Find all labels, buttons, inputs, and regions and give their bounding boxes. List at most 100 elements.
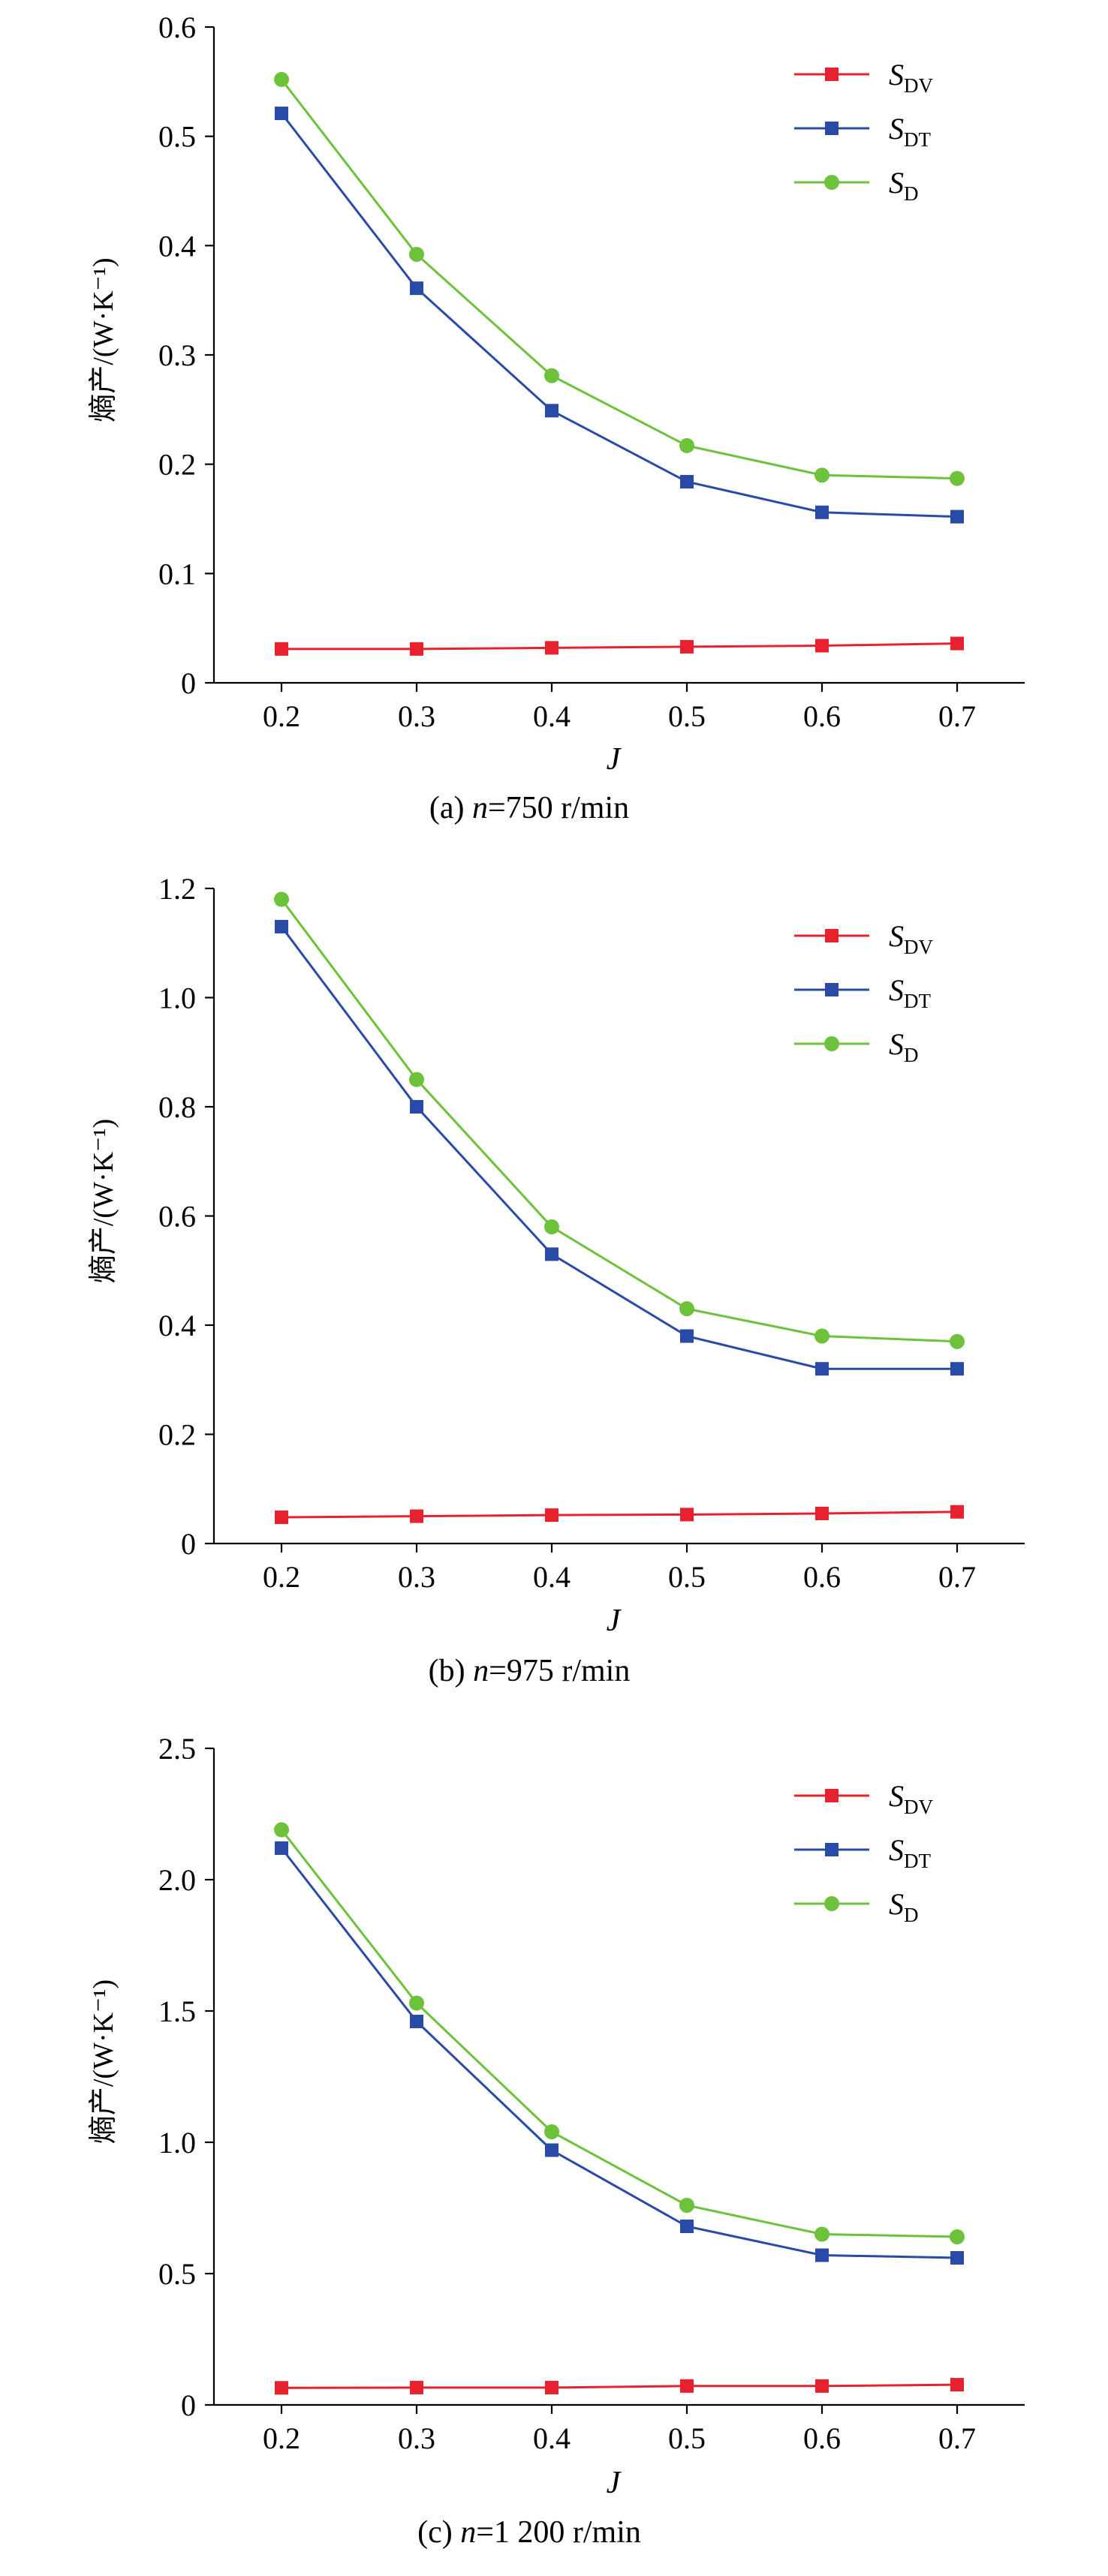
data-point [274, 1822, 289, 1838]
y-tick-label: 0.2 [158, 1418, 196, 1452]
data-point [680, 474, 694, 488]
legend-item-S_D: SD [794, 1887, 919, 1926]
data-point [275, 642, 288, 656]
x-tick-label: 0.2 [263, 1560, 300, 1594]
data-point [275, 1841, 288, 1855]
caption-value: =750 r/min [488, 791, 629, 825]
x-tick-label: 0.5 [668, 699, 706, 733]
legend-item-S_DV: SDV [794, 919, 933, 958]
x-axis-label: J [607, 2466, 622, 2500]
y-tick-label: 0.4 [158, 229, 196, 263]
data-point [680, 1507, 694, 1522]
legend-label: SD [889, 166, 919, 205]
series-line-S_DT [280, 1847, 958, 2259]
y-tick-label: 0 [181, 2388, 196, 2422]
caption-prefix: (c) [417, 2515, 460, 2550]
data-point [410, 642, 423, 656]
data-point [679, 437, 694, 453]
series-S_DT [275, 919, 964, 1376]
legend-label: SD [889, 1027, 919, 1066]
legend-item-S_DT: SDT [794, 973, 931, 1012]
y-tick-label: 1.0 [158, 2126, 196, 2160]
legend-label-sub: DV [904, 74, 933, 97]
data-point [410, 2015, 423, 2028]
x-tick-label: 0.4 [533, 2421, 571, 2455]
y-tick-label: 1.5 [158, 1994, 196, 2028]
data-point [545, 404, 559, 418]
legend-marker [825, 122, 839, 135]
legend-label: SD [889, 1887, 919, 1926]
data-point [410, 1100, 423, 1114]
caption-variable: n [473, 1654, 489, 1688]
series-line-S_D [280, 1829, 958, 2238]
x-tick-label: 0.6 [803, 1560, 841, 1594]
data-point [679, 2198, 694, 2213]
legend-label-main: S [889, 1779, 904, 1813]
data-point [815, 2379, 829, 2393]
data-point [274, 71, 289, 87]
legend-label-main: S [889, 166, 904, 200]
series-S_DV [275, 636, 964, 656]
data-point [545, 2380, 559, 2394]
x-tick-label: 0.4 [533, 1560, 571, 1594]
data-point [680, 639, 694, 654]
legend-label-main: S [889, 58, 904, 92]
x-tick-label: 0.7 [938, 2421, 976, 2455]
legend-label-sub: DT [904, 128, 931, 151]
series-S_D [274, 71, 965, 486]
y-tick-label: 0 [181, 666, 196, 700]
legend-label-main: S [889, 919, 904, 953]
legend-item-S_DT: SDT [794, 1833, 931, 1872]
series-S_D [274, 1822, 965, 2244]
legend-item-S_D: SD [794, 1027, 919, 1066]
legend-marker [824, 175, 839, 190]
data-point [545, 1247, 559, 1261]
y-tick-label: 2.5 [158, 1732, 196, 1766]
chart-panel-3: 0 0.5 1.0 1.5 2.0 2.5 0.2 0.3 0.4 0.5 0.6 0.7 J 熵产/(W… [88, 1732, 1025, 2550]
legend-item-S_D: SD [794, 166, 919, 205]
series-S_DV [275, 1504, 964, 1525]
caption-value: =975 r/min [489, 1654, 630, 1688]
data-point [680, 2220, 694, 2233]
x-axis-label: J [607, 1604, 622, 1638]
panel-caption: (b) n=975 r/min [429, 1654, 631, 1688]
data-point [950, 636, 964, 651]
legend-label-sub: DV [904, 936, 933, 958]
data-point [950, 2229, 965, 2244]
legend-label-sub: DT [904, 1850, 931, 1872]
legend-marker [824, 1036, 839, 1051]
data-point [950, 2378, 964, 2392]
data-point [814, 1328, 829, 1344]
data-point [679, 1301, 694, 1317]
series-line-S_DV [281, 1510, 958, 1519]
y-tick-label: 0.2 [158, 448, 196, 482]
caption-value: =1 200 r/min [476, 2515, 641, 2550]
data-point [409, 246, 424, 262]
x-tick-label: 0.3 [398, 1560, 435, 1594]
series-S_D [274, 891, 965, 1349]
y-axis-label: 熵产/(W·K⁻¹) [88, 1119, 119, 1283]
legend-label-main: S [889, 112, 904, 146]
data-point [545, 1508, 559, 1522]
y-tick-label: 0.4 [158, 1309, 196, 1342]
x-tick-label: 0.6 [803, 699, 841, 733]
legend-item-S_DT: SDT [794, 112, 931, 151]
data-point [815, 639, 829, 653]
y-tick-label: 0.5 [158, 2257, 196, 2291]
series-line-S_D [280, 898, 958, 1343]
data-point [815, 1362, 829, 1376]
data-point [275, 919, 288, 933]
x-tick-label: 0.7 [938, 1560, 976, 1594]
y-tick-label: 1.2 [158, 872, 196, 906]
legend-label-sub: D [904, 1044, 919, 1066]
y-tick-label: 0.6 [158, 11, 196, 44]
y-tick-label: 2.0 [158, 1863, 196, 1897]
data-point [274, 891, 289, 907]
series-S_DT [275, 107, 964, 524]
x-tick-label: 0.3 [398, 2421, 435, 2455]
y-tick-label: 1.0 [158, 981, 196, 1015]
legend-label: SDV [889, 1779, 933, 1818]
panel-caption: (a) n=750 r/min [429, 791, 629, 825]
data-point [410, 1509, 423, 1523]
